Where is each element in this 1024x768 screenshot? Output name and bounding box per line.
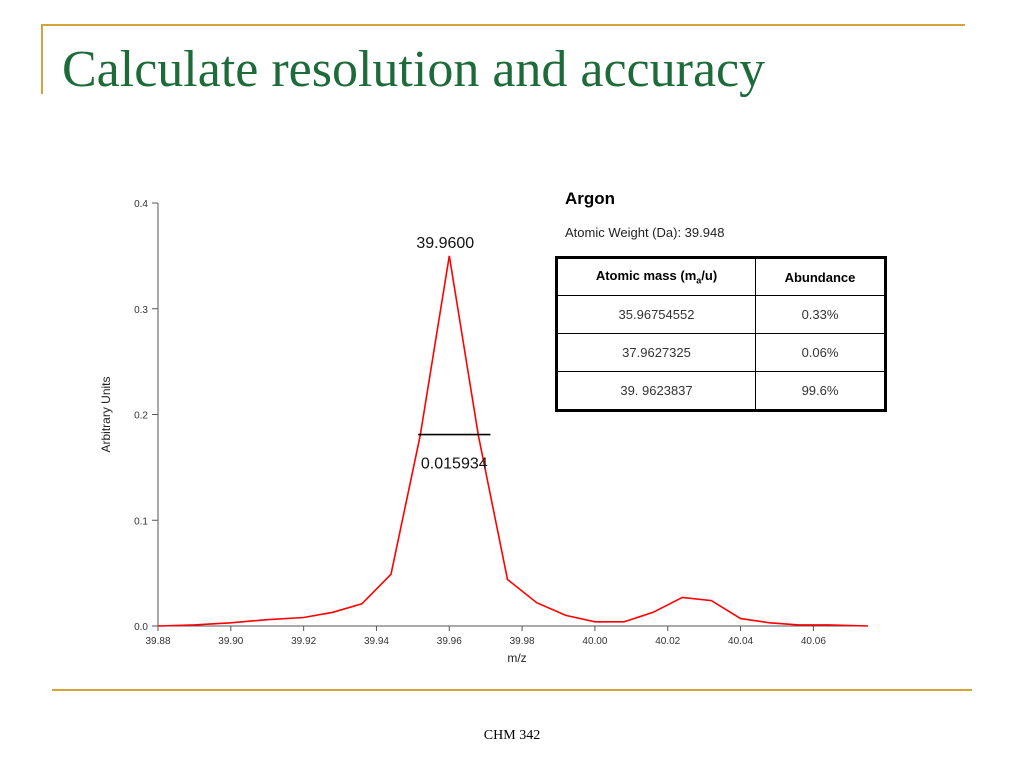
x-tick-label: 40.06	[801, 636, 826, 647]
isotope-table: Atomic mass (ma/u) Abundance 35.96754552…	[555, 256, 887, 412]
x-tick-label: 39.96	[437, 636, 462, 647]
slide-title: Calculate resolution and accuracy	[62, 41, 766, 98]
isotope-row: 39. 9623837 99.6%	[556, 371, 886, 411]
isotope-mass-cell: 35.96754552	[556, 295, 756, 334]
isotope-mass-cell: 39. 9623837	[556, 371, 756, 411]
y-tick-label: 0.1	[134, 516, 148, 527]
y-tick-label: 0.4	[134, 199, 148, 210]
header-atomic-mass-pre: Atomic mass (m	[595, 268, 697, 284]
y-tick-label: 0.2	[134, 411, 148, 422]
x-tick-label: 39.90	[218, 636, 243, 647]
isotope-row: 37.9627325 0.06%	[556, 333, 886, 372]
header-atomic-mass-post: /u)	[701, 268, 718, 284]
slide-footer: CHM 342	[483, 728, 541, 743]
peak-label: 39.9600	[416, 235, 474, 252]
x-tick-label: 39.94	[364, 636, 389, 647]
x-tick-label: 39.88	[145, 636, 170, 647]
x-tick-label: 40.04	[728, 636, 753, 647]
isotope-abundance-cell: 0.06%	[755, 333, 886, 372]
header-atomic-mass-sub: a	[696, 275, 702, 286]
header-atomic-mass: Atomic mass (ma/u)	[556, 257, 756, 296]
left-accent-rule	[41, 24, 43, 94]
header-abundance: Abundance	[755, 257, 886, 296]
atomic-weight-label: Atomic Weight (Da): 39.948	[565, 225, 725, 240]
series-line	[157, 255, 869, 627]
top-accent-rule	[41, 24, 965, 26]
y-tick-label: 0.0	[134, 622, 148, 633]
isotope-abundance-cell: 99.6%	[755, 371, 886, 411]
fwhm-label: 0.015934	[421, 456, 488, 473]
x-tick-label: 39.92	[291, 636, 316, 647]
bottom-accent-rule	[52, 689, 972, 691]
x-axis-label: m/z	[507, 651, 526, 665]
x-tick-label: 40.02	[655, 636, 680, 647]
x-tick-label: 39.98	[510, 636, 535, 647]
element-name: Argon	[565, 189, 616, 208]
isotope-row: 35.96754552 0.33%	[556, 295, 886, 334]
isotope-abundance-cell: 0.33%	[755, 295, 886, 334]
isotope-mass-cell: 37.9627325	[556, 333, 756, 372]
y-axis-label: Arbitrary Units	[99, 376, 113, 452]
y-tick-label: 0.3	[134, 305, 148, 316]
x-tick-label: 40.00	[582, 636, 607, 647]
isotope-table-header-row: Atomic mass (ma/u) Abundance	[556, 257, 886, 296]
